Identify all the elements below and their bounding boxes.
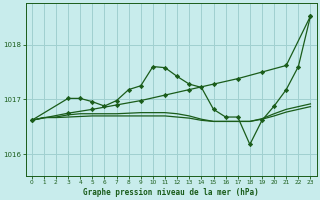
X-axis label: Graphe pression niveau de la mer (hPa): Graphe pression niveau de la mer (hPa)	[83, 188, 259, 197]
